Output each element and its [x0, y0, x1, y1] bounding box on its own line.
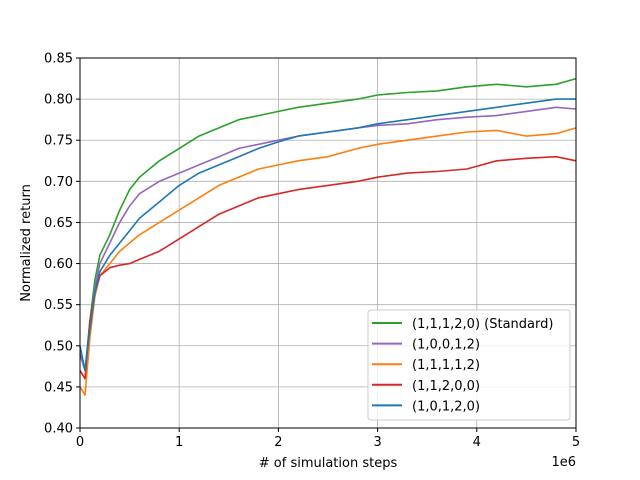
series-line-3 — [79, 127, 577, 396]
y-tick-label: 0.65 — [44, 216, 73, 231]
y-axis-label: Normalized return — [19, 184, 34, 302]
plot-frame — [79, 57, 577, 429]
y-tick-label: 0.70 — [44, 175, 73, 190]
y-tick-label: 0.40 — [44, 422, 73, 437]
legend-label: (1,0,0,1,2) — [412, 338, 480, 353]
series-line-1 — [79, 77, 577, 372]
x-tick-label: 5 — [572, 435, 580, 450]
y-tick-label: 0.85 — [44, 52, 73, 67]
x-tick-label: 3 — [373, 435, 381, 450]
legend-label: (1,1,1,1,2) — [412, 358, 480, 373]
y-tick-label: 0.80 — [44, 93, 73, 108]
y-tick-label: 0.45 — [44, 380, 73, 395]
x-axis-offset-label: 1e6 — [551, 455, 576, 470]
grid — [79, 57, 577, 429]
x-tick-label: 0 — [76, 435, 84, 450]
legend-label: (1,1,2,0,0) — [412, 379, 480, 394]
legend-label: (1,1,1,2,0) (Standard) — [412, 317, 553, 332]
axis-ticks: 0 1 2 3 4 5 0.40 0.45 0.50 0.55 0.60 0.65 0.70 0.75 0.… — [44, 52, 580, 451]
series-line-4 — [79, 155, 577, 380]
series-line-2 — [79, 106, 577, 372]
series-line-5 — [79, 98, 576, 372]
legend: (1,1,1,2,0) (Standard) (1,0,0,1,2) (1,1,1,… — [367, 309, 571, 421]
y-tick-label: 0.60 — [44, 257, 73, 272]
y-tick-label: 0.50 — [44, 339, 73, 354]
x-tick-label: 1 — [175, 435, 183, 450]
legend-label: (1,0,1,2,0) — [412, 399, 480, 414]
x-tick-label: 4 — [473, 435, 481, 450]
x-tick-label: 2 — [274, 435, 282, 450]
legend-box — [367, 309, 571, 421]
series-lines — [79, 77, 577, 396]
y-tick-label: 0.75 — [44, 134, 73, 149]
y-tick-label: 0.55 — [44, 298, 73, 313]
x-axis-label: # of simulation steps — [259, 456, 398, 471]
